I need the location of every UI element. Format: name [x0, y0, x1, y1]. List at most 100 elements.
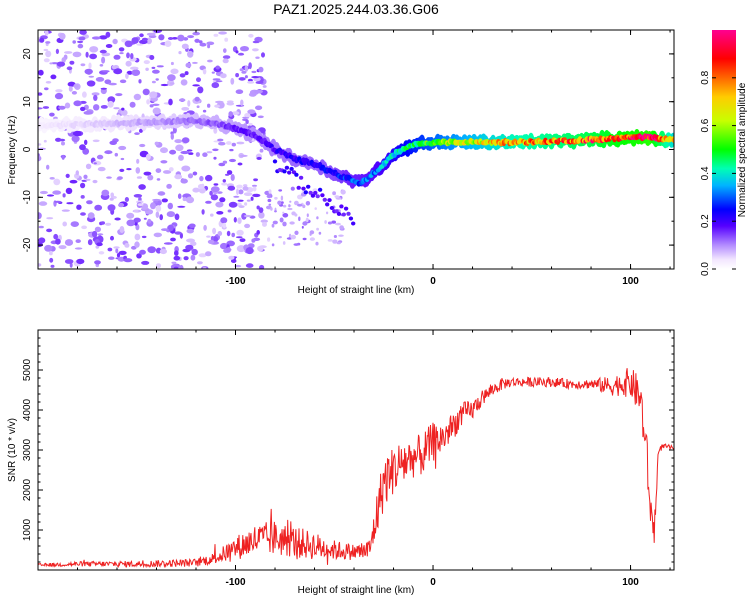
spectrogram-noise-speckle [119, 79, 127, 84]
spectrogram-noise-speckle [86, 80, 96, 87]
spectrogram-noise-speckle [42, 106, 50, 109]
spectrogram-noise-speckle [170, 237, 176, 242]
spectrogram-noise-speckle [201, 209, 205, 215]
spectrogram-noise-speckle [247, 78, 253, 82]
spectrogram-ridge-branch [294, 172, 299, 177]
spectrogram-noise-speckle [179, 264, 184, 269]
spectrogram-noise-speckle [114, 152, 119, 157]
spectrogram-noise-speckle [199, 42, 207, 47]
spectrogram-noise-speckle [241, 70, 247, 74]
spectrogram-noise-speckle [211, 82, 220, 89]
spectrogram-noise-speckle [155, 205, 162, 212]
spectrogram-ridge-branch [317, 187, 323, 192]
spectrogram-noise-speckle [133, 217, 141, 223]
spectrogram-noise-speckle [120, 157, 125, 161]
spectrogram-noise-speckle [80, 182, 86, 189]
spectrogram-noise-speckle [288, 204, 291, 208]
colorbar-tick-label: 0.8 [700, 70, 711, 84]
spectrogram-noise-speckle [104, 79, 112, 85]
spectrogram-noise-speckle [274, 196, 278, 200]
spectrogram-noise-speckle [38, 237, 46, 244]
snr-y-tick-label: 4000 [22, 398, 33, 421]
spectrogram-noise-speckle [209, 190, 213, 196]
spectrogram-noise-speckle [175, 144, 184, 152]
spectrogram-noise-speckle [56, 61, 66, 67]
spectrogram-noise-speckle [333, 235, 337, 238]
spectrogram-noise-speckle [93, 94, 98, 101]
spectrogram-noise-speckle [274, 210, 277, 213]
spectrogram-noise-speckle [202, 152, 208, 157]
spectrogram-noise-speckle [163, 242, 173, 245]
spectrogram-noise-speckle [159, 248, 167, 255]
spectrogram-noise-speckle [271, 223, 275, 228]
spectrogram-noise-speckle [131, 37, 139, 44]
spectrogram-noise-speckle [339, 225, 344, 230]
spectrogram-noise-speckle [38, 92, 43, 96]
spectrogram-noise-speckle [98, 235, 104, 243]
spectrogram-noise-speckle [190, 254, 196, 261]
spectrogram-noise-speckle [177, 34, 185, 42]
spectrogram-noise-speckle [149, 55, 155, 60]
spectrogram-y-tick-label: 0 [22, 146, 33, 152]
spectrogram-noise-speckle [155, 211, 160, 218]
spectrogram-noise-speckle [231, 111, 240, 115]
spectrogram-noise-speckle [305, 217, 309, 223]
spectrogram-noise-speckle [294, 200, 299, 206]
snr-x-label: Height of straight line (km) [298, 585, 415, 596]
spectrogram-noise-speckle [146, 32, 156, 36]
spectrogram-noise-speckle [110, 235, 114, 241]
spectrogram-noise-speckle [226, 246, 232, 253]
spectrogram-noise-speckle [231, 232, 235, 238]
spectrogram-noise-speckle [235, 236, 243, 239]
spectrogram-noise-speckle [316, 227, 319, 231]
spectrogram-noise-speckle [71, 135, 80, 143]
spectrogram-noise-speckle [134, 132, 140, 136]
spectrogram-noise-speckle [301, 191, 304, 194]
spectrogram-noise-speckle [237, 199, 244, 202]
spectrogram-noise-speckle [302, 204, 306, 209]
spectrogram-noise-speckle [185, 196, 195, 204]
spectrogram-noise-speckle [139, 143, 146, 148]
spectrogram-noise-speckle [213, 183, 219, 186]
spectrogram-noise-speckle [73, 83, 79, 89]
spectrogram-noise-speckle [38, 225, 44, 229]
spectrogram-noise-speckle [109, 197, 114, 201]
spectrogram-noise-speckle [174, 231, 182, 235]
spectrogram-noise-speckle [169, 82, 175, 85]
spectrogram-noise-speckle [152, 103, 160, 107]
spectrogram-ridge-branch [313, 190, 318, 195]
spectrogram-noise-speckle [206, 41, 215, 46]
spectrogram-noise-speckle [174, 213, 180, 221]
spectrogram-noise-speckle [125, 73, 129, 79]
spectrogram-noise-speckle [59, 32, 66, 40]
spectrogram-noise-speckle [202, 109, 207, 113]
spectrogram-noise-speckle [214, 104, 221, 108]
spectrogram-noise-speckle [331, 220, 337, 224]
spectrogram-noise-speckle [240, 99, 244, 106]
spectrogram-noise-speckle [236, 141, 245, 145]
spectrogram-noise-speckle [230, 77, 235, 85]
spectrogram-noise-speckle [98, 251, 105, 255]
spectrogram-noise-speckle [258, 211, 265, 219]
spectrogram-noise-speckle [226, 170, 233, 175]
spectrogram-noise-speckle [53, 178, 61, 186]
spectrogram-noise-speckle [134, 233, 141, 241]
spectrogram-ridge-branch [284, 165, 290, 170]
spectrogram-noise-speckle [118, 47, 125, 52]
spectrogram-ridge-branch [310, 193, 316, 198]
spectrogram-noise-speckle [112, 38, 118, 45]
spectrogram-noise-speckle [294, 213, 298, 217]
spectrogram-noise-speckle [88, 75, 95, 78]
spectrogram-noise-speckle [196, 105, 200, 108]
spectrogram-noise-speckle [262, 85, 267, 88]
spectrogram-noise-speckle [316, 216, 319, 220]
spectrogram-noise-speckle [44, 30, 49, 36]
spectrogram-noise-speckle [207, 239, 215, 244]
spectrogram-noise-speckle [72, 51, 82, 58]
spectrogram-noise-speckle [124, 243, 130, 248]
spectrogram-noise-speckle [91, 230, 98, 238]
spectrogram-noise-speckle [80, 195, 85, 199]
spectrogram-noise-speckle [130, 53, 134, 60]
spectrogram-noise-speckle [68, 86, 73, 92]
